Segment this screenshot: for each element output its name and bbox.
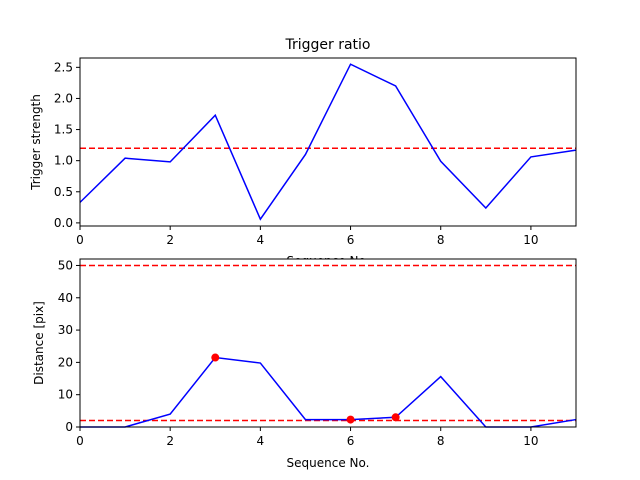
x-tick-label: 0 bbox=[76, 434, 84, 448]
data-point-marker bbox=[346, 415, 355, 424]
x-axis-label: Sequence No. bbox=[287, 456, 370, 470]
y-tick-label: 20 bbox=[58, 355, 73, 369]
threshold-lines bbox=[80, 264, 576, 422]
x-tick-label: 6 bbox=[347, 233, 355, 247]
x-tick-label: 10 bbox=[523, 434, 538, 448]
y-tick-label: 10 bbox=[58, 388, 73, 402]
y-tick-label: 1.0 bbox=[54, 154, 73, 168]
plot-frame bbox=[79, 258, 577, 428]
x-tick-label: 4 bbox=[257, 434, 265, 448]
x-tick-label: 8 bbox=[437, 434, 445, 448]
y-tick-label: 2.0 bbox=[54, 91, 73, 105]
x-tick-label: 4 bbox=[257, 233, 265, 247]
y-ticks: 0 10 20 30 40 50 bbox=[58, 258, 80, 434]
series-lines bbox=[79, 63, 577, 221]
data-point-marker bbox=[391, 413, 400, 422]
y-tick-label: 2.5 bbox=[54, 60, 73, 74]
y-tick-label: 0.0 bbox=[54, 216, 73, 230]
markers bbox=[211, 353, 400, 424]
data-point-marker bbox=[211, 353, 220, 362]
x-tick-label: 8 bbox=[437, 233, 445, 247]
plot-area bbox=[80, 58, 576, 226]
x-tick-label: 2 bbox=[166, 233, 174, 247]
y-tick-label: 30 bbox=[58, 323, 73, 337]
y-tick-label: 40 bbox=[58, 291, 73, 305]
x-ticks: 0 2 4 6 8 10 bbox=[76, 427, 539, 448]
plot-frame bbox=[79, 57, 577, 227]
y-ticks: 0.0 0.5 1.0 1.5 2.0 2.5 bbox=[54, 60, 80, 230]
y-tick-label: 0 bbox=[65, 420, 73, 434]
x-tick-label: 2 bbox=[166, 434, 174, 448]
y-axis-label: Trigger strength bbox=[29, 94, 43, 191]
y-tick-label: 0.5 bbox=[54, 185, 73, 199]
y-tick-label: 50 bbox=[58, 258, 73, 272]
distance-plot: 0 2 4 6 8 10 0 10 20 30 40 50 Sequence No. Distanc… bbox=[32, 258, 577, 470]
plot-title: Trigger ratio bbox=[284, 37, 370, 53]
x-ticks: 0 2 4 6 8 10 bbox=[76, 226, 539, 247]
y-axis-label: Distance [pix] bbox=[32, 301, 46, 385]
trigger-ratio-plot: Trigger ratio 0 2 4 6 8 10 0.0 0.5 1.0 1.5 2.0 2.5… bbox=[29, 37, 577, 268]
series-line bbox=[79, 63, 577, 221]
plot-area bbox=[80, 259, 576, 427]
y-tick-label: 1.5 bbox=[54, 123, 73, 137]
x-tick-label: 6 bbox=[347, 434, 355, 448]
x-tick-label: 10 bbox=[523, 233, 538, 247]
x-tick-label: 0 bbox=[76, 233, 84, 247]
